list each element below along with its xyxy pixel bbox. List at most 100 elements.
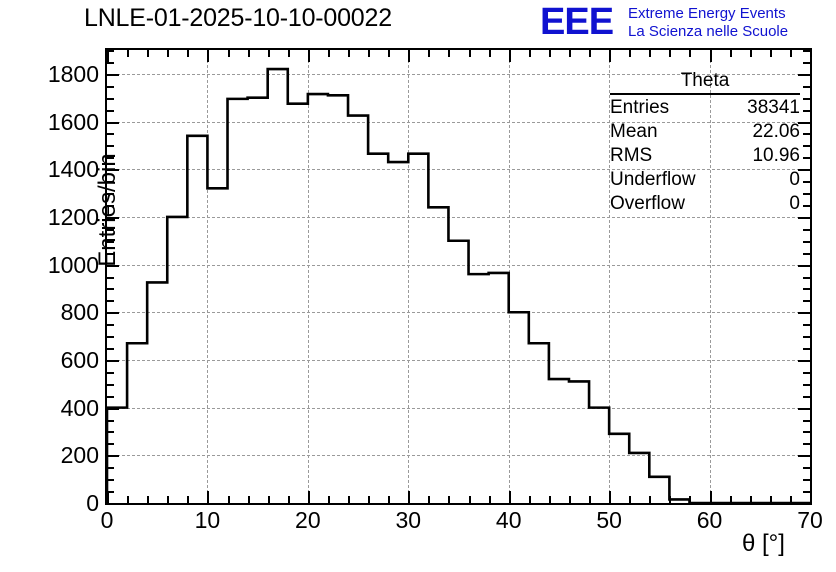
eee-logo: EEE Extreme Energy Events La Scienza nel… [540,2,832,42]
x-tick-minor [749,496,752,503]
y-tick-major [107,455,119,458]
y-axis-tick-label: 1800 [47,60,99,87]
stats-row: Underflow 0 [610,167,800,191]
y-tick-minor-right [803,288,810,291]
stats-row-value: 10.96 [752,145,800,166]
x-tick-major [107,491,109,503]
y-tick-minor [107,431,114,434]
x-tick-minor [287,496,290,503]
gridline-horizontal [107,359,810,361]
y-tick-minor [107,61,114,64]
y-tick-major-right [798,455,810,458]
y-tick-minor [107,145,114,148]
x-tick-minor [368,496,371,503]
x-tick-minor-top [227,50,230,57]
x-tick-minor-top [167,50,170,57]
gridline-horizontal [107,407,810,409]
x-tick-major-top [709,50,712,62]
y-tick-minor-right [803,443,810,446]
y-tick-minor-right [803,419,810,422]
eee-logo-line-1: Extreme Energy Events [628,5,786,22]
y-tick-minor-right [803,300,810,303]
x-tick-minor-top [388,50,391,57]
stats-row-value: 0 [789,193,800,214]
y-axis-tick-label: 600 [60,346,99,373]
x-tick-major [709,491,712,503]
stats-row: Mean 22.06 [610,119,800,143]
gridline-vertical [207,50,209,503]
y-tick-major-right [798,73,810,76]
x-axis-tick-label: 30 [395,507,422,533]
x-tick-minor [669,496,672,503]
histogram-curve [107,67,810,503]
gridline-horizontal [107,121,810,123]
x-tick-minor [388,496,391,503]
plot-area [107,50,810,503]
y-tick-major-right [798,359,810,362]
stats-row-key: Entries [610,97,670,118]
y-tick-minor [107,348,114,351]
x-tick-minor [428,496,431,503]
gridline-vertical [709,50,711,503]
x-axis-tick-label: 10 [194,507,221,533]
y-axis-tick-label: 0 [86,490,99,516]
y-tick-minor-right [803,395,810,398]
y-tick-minor [107,467,114,470]
x-axis-tick-label: 70 [797,507,823,533]
x-tick-minor-top [729,50,732,57]
y-tick-major [107,407,119,410]
x-tick-minor [488,496,491,503]
y-tick-minor-right [803,61,810,64]
y-axis-tick-label: 1400 [47,156,99,183]
x-tick-minor-top [468,50,471,57]
x-axis-title: θ [°] [742,530,785,557]
x-axis-tick-label: 50 [596,507,622,533]
x-tick-minor [187,496,190,503]
x-tick-major [408,491,411,503]
stats-row-key: Mean [610,121,658,142]
y-tick-minor [107,419,114,422]
y-tick-major-right [798,312,810,315]
y-tick-major-right [798,121,810,124]
y-tick-minor-right [803,491,810,494]
x-tick-minor-top [749,50,752,57]
y-tick-minor [107,443,114,446]
y-tick-minor [107,193,114,196]
x-tick-minor [247,496,250,503]
x-tick-major-top [508,50,511,62]
y-tick-minor [107,109,114,112]
y-tick-major [107,264,119,267]
x-tick-major-top [207,50,210,62]
x-tick-minor [448,496,451,503]
y-tick-major [107,359,119,362]
gridline-vertical [408,50,410,503]
y-tick-minor [107,288,114,291]
y-tick-minor [107,491,114,494]
x-axis-tick-label: 60 [696,507,723,533]
x-tick-minor [267,496,270,503]
y-tick-minor-right [803,467,810,470]
y-tick-minor [107,85,114,88]
page-title: LNLE-01-2025-10-10-00022 [84,4,392,32]
x-tick-minor [629,496,632,503]
y-tick-minor [107,252,114,255]
y-tick-major [107,121,119,124]
y-axis-tick-label: 1600 [47,108,99,135]
y-tick-minor [107,228,114,231]
x-axis-tick-label: 40 [495,507,522,533]
x-tick-major [207,491,210,503]
y-tick-minor-right [803,276,810,279]
x-tick-minor-top [769,50,772,57]
gridline-vertical [609,50,611,503]
gridline-horizontal [107,73,810,75]
y-tick-minor [107,240,114,243]
y-tick-minor [107,276,114,279]
y-tick-major [107,216,119,219]
x-tick-minor [147,496,150,503]
x-tick-minor [127,496,130,503]
x-tick-minor [167,496,170,503]
y-tick-minor-right [803,228,810,231]
x-axis-tick-label: 20 [295,507,321,533]
y-tick-minor [107,395,114,398]
gridline-horizontal [107,264,810,266]
